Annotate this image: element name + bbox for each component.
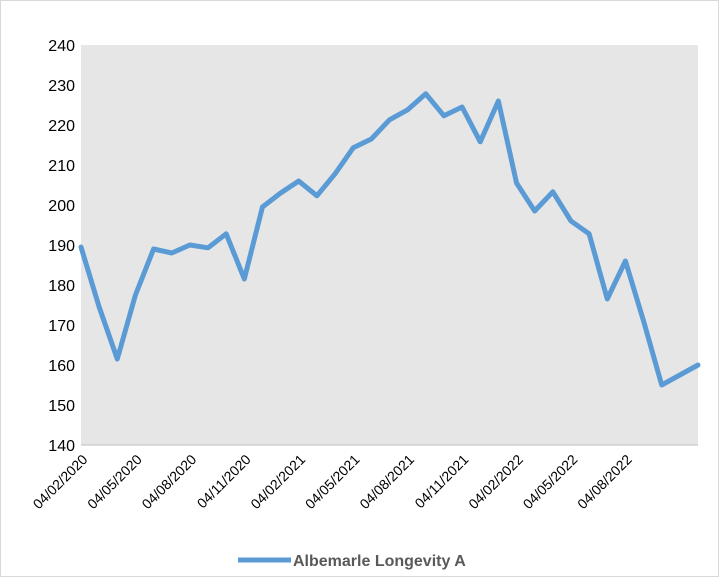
x-tick-label: 04/02/2020	[30, 451, 91, 512]
legend: Albemarle Longevity A	[238, 553, 466, 570]
y-tick-label: 240	[48, 38, 75, 55]
x-tick-label: 04/11/2021	[411, 451, 471, 511]
y-tick-label: 220	[48, 118, 75, 135]
y-tick-label: 160	[48, 358, 75, 375]
x-tick-label: 04/08/2022	[574, 451, 635, 512]
x-tick-label: 04/08/2020	[138, 451, 199, 512]
y-tick-label: 150	[48, 398, 75, 415]
x-axis-ticks: 04/02/202004/05/202004/08/202004/11/2020…	[30, 451, 635, 512]
legend-label: Albemarle Longevity A	[293, 553, 466, 570]
x-tick-label: 04/05/2021	[302, 451, 363, 512]
series-line	[78, 91, 701, 388]
y-axis-ticks: 140 150 160 170 180 190 200 210 220 230 240	[48, 38, 75, 455]
x-tick-label: 04/02/2022	[465, 451, 526, 512]
x-tick-label: 04/11/2020	[194, 451, 254, 511]
x-tick-label: 04/05/2022	[520, 451, 581, 512]
y-tick-label: 210	[48, 158, 75, 175]
y-tick-label: 190	[48, 238, 75, 255]
y-tick-label: 140	[48, 438, 75, 455]
x-tick-label: 04/05/2020	[84, 451, 145, 512]
y-tick-label: 230	[48, 78, 75, 95]
y-tick-label: 170	[48, 318, 75, 335]
x-tick-label: 04/02/2021	[247, 451, 308, 512]
y-tick-label: 200	[48, 198, 75, 215]
plot-area	[81, 45, 698, 445]
y-tick-label: 180	[48, 278, 75, 295]
x-tick-label: 04/08/2021	[356, 451, 417, 512]
